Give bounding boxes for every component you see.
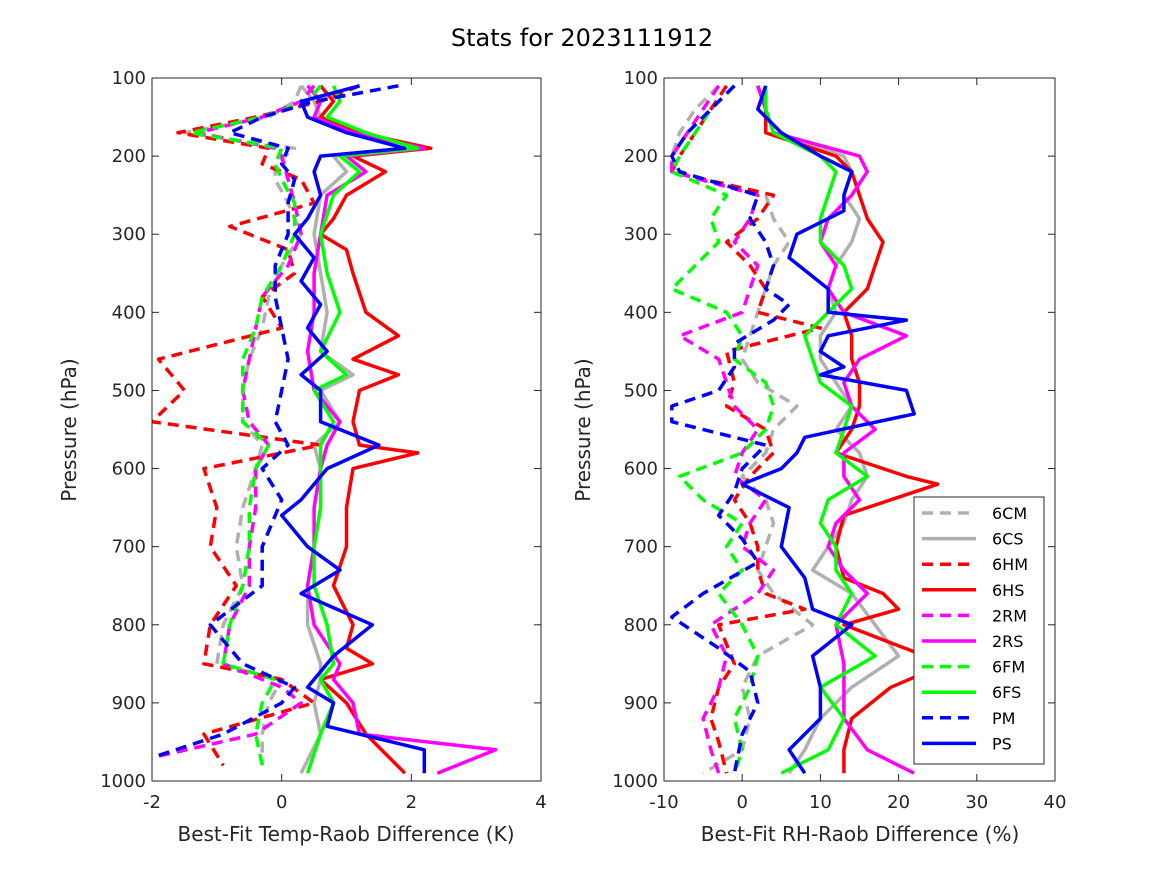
temp-panel-ylabel: Pressure (hPa) — [57, 358, 81, 501]
temp-ytick-label: 800 — [112, 615, 146, 636]
rh-ytick-label: 900 — [624, 693, 658, 714]
rh-ytick-label: 600 — [624, 459, 658, 480]
temp-series-6fm — [189, 84, 322, 766]
legend-label-ps: PS — [992, 734, 1012, 753]
rh-xtick-label: 40 — [1044, 792, 1067, 813]
temp-series-group — [152, 84, 498, 775]
temp-ytick-label: 700 — [112, 537, 146, 558]
rh-panel-ylabel: Pressure (hPa) — [571, 358, 595, 501]
temp-xtick-label: 4 — [535, 792, 546, 813]
rh-series-pm — [670, 84, 791, 774]
legend-label-6cm: 6CM — [992, 504, 1027, 523]
rh-xtick-label: 30 — [965, 792, 988, 813]
rh-series-6cm — [670, 84, 815, 775]
temp-ytick-label: 400 — [112, 302, 146, 323]
temp-xtick-label: 0 — [276, 792, 287, 813]
temp-panel: Best-Fit Temp-Raob Difference (K) Pressu… — [57, 68, 547, 846]
rh-ytick-label: 300 — [624, 224, 658, 245]
rh-ytick-label: 700 — [624, 537, 658, 558]
temp-ytick-label: 900 — [112, 693, 146, 714]
temp-ytick-label: 100 — [112, 68, 146, 89]
rh-ytick-label: 400 — [624, 302, 658, 323]
legend-label-2rm: 2RM — [992, 606, 1027, 625]
temp-ytick-label: 500 — [112, 380, 146, 401]
rh-ytick-label: 500 — [624, 380, 658, 401]
rh-panel-xlabel: Best-Fit RH-Raob Difference (%) — [701, 822, 1020, 846]
rh-axes-box — [663, 77, 1056, 782]
temp-xtick-label: 2 — [406, 792, 417, 813]
legend-label-6cs: 6CS — [992, 530, 1024, 549]
rh-xtick-label: 10 — [809, 792, 832, 813]
rh-series-2rm — [670, 84, 776, 774]
legend: 6CM 6CS 6HM 6HS 2RM 2RS 6FM 6FS PM PS — [913, 496, 1045, 765]
temp-ytick-label: 1000 — [100, 771, 146, 792]
temp-panel-xlabel: Best-Fit Temp-Raob Difference (K) — [177, 822, 514, 846]
rh-ytick-label: 1000 — [612, 771, 658, 792]
temp-ytick-label: 600 — [112, 459, 146, 480]
legend-label-6fs: 6FS — [992, 683, 1021, 702]
temp-series-2rm — [152, 84, 316, 760]
figure-title: Stats for 2023111912 — [451, 24, 713, 52]
rh-series-ps — [740, 85, 916, 775]
rh-xtick-label: 20 — [887, 792, 910, 813]
rh-ytick-label: 200 — [624, 146, 658, 167]
rh-xtick-label: -10 — [649, 792, 678, 813]
rh-panel: Best-Fit RH-Raob Difference (%) Pressure… — [571, 68, 1066, 846]
rh-series-6fs — [763, 85, 877, 775]
rh-series-group — [670, 84, 948, 775]
legend-label-6hs: 6HS — [992, 581, 1024, 600]
rh-series-6hm — [670, 84, 823, 774]
temp-series-pm — [152, 84, 399, 760]
temp-series-6hm — [152, 84, 361, 767]
temp-ytick-label: 300 — [112, 224, 146, 245]
legend-box — [913, 496, 1045, 765]
legend-label-2rs: 2RS — [992, 632, 1023, 651]
legend-label-pm: PM — [992, 709, 1015, 728]
temp-series-6cm — [182, 85, 303, 766]
temp-series-6fs — [305, 85, 420, 774]
rh-ytick-label: 800 — [624, 615, 658, 636]
rh-series-6fm — [670, 84, 776, 774]
rh-xtick-label: 0 — [736, 792, 747, 813]
rh-series-6hs — [756, 85, 948, 774]
temp-xtick-label: -2 — [143, 792, 161, 813]
legend-label-6hm: 6HM — [992, 555, 1028, 574]
rh-series-6cs — [756, 85, 901, 775]
temp-axes-box — [151, 77, 542, 782]
temp-ytick-label: 200 — [112, 146, 146, 167]
rh-ytick-label: 100 — [624, 68, 658, 89]
temp-series-ps — [279, 84, 427, 774]
legend-label-6fm: 6FM — [992, 658, 1025, 677]
